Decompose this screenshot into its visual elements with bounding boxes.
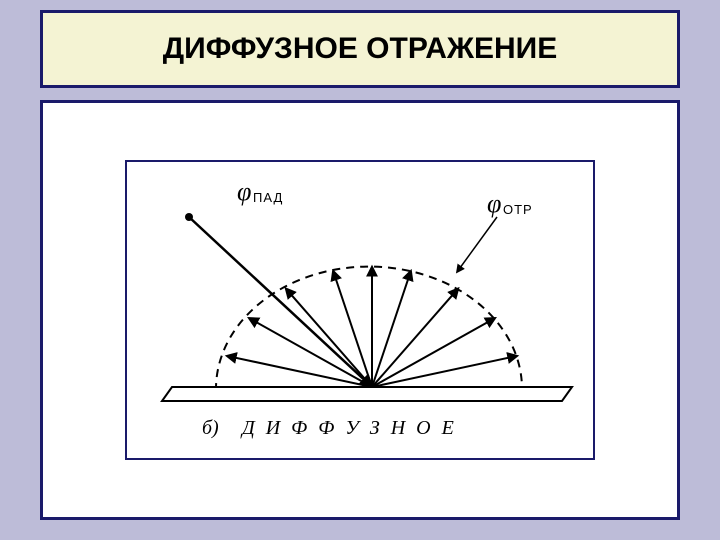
diagram-panel: φПАДφОТРб)Д И Ф Ф У З Н О Е [125,160,595,460]
svg-text:б): б) [202,417,219,439]
slide: ДИФФУЗНОЕ ОТРАЖЕНИЕ φПАДφОТРб)Д И Ф Ф У … [0,0,720,540]
svg-text:Д И Ф Ф У З Н О Е: Д И Ф Ф У З Н О Е [240,417,457,439]
svg-text:ПАД: ПАД [253,190,283,205]
diffuse-reflection-diagram: φПАДφОТРб)Д И Ф Ф У З Н О Е [127,162,597,462]
title-box: ДИФФУЗНОЕ ОТРАЖЕНИЕ [40,10,680,88]
svg-text:φ: φ [487,189,501,218]
svg-text:ОТР: ОТР [503,202,533,217]
svg-text:φ: φ [237,177,251,206]
diagram-frame: φПАДφОТРб)Д И Ф Ф У З Н О Е [40,100,680,520]
slide-title: ДИФФУЗНОЕ ОТРАЖЕНИЕ [163,32,557,66]
